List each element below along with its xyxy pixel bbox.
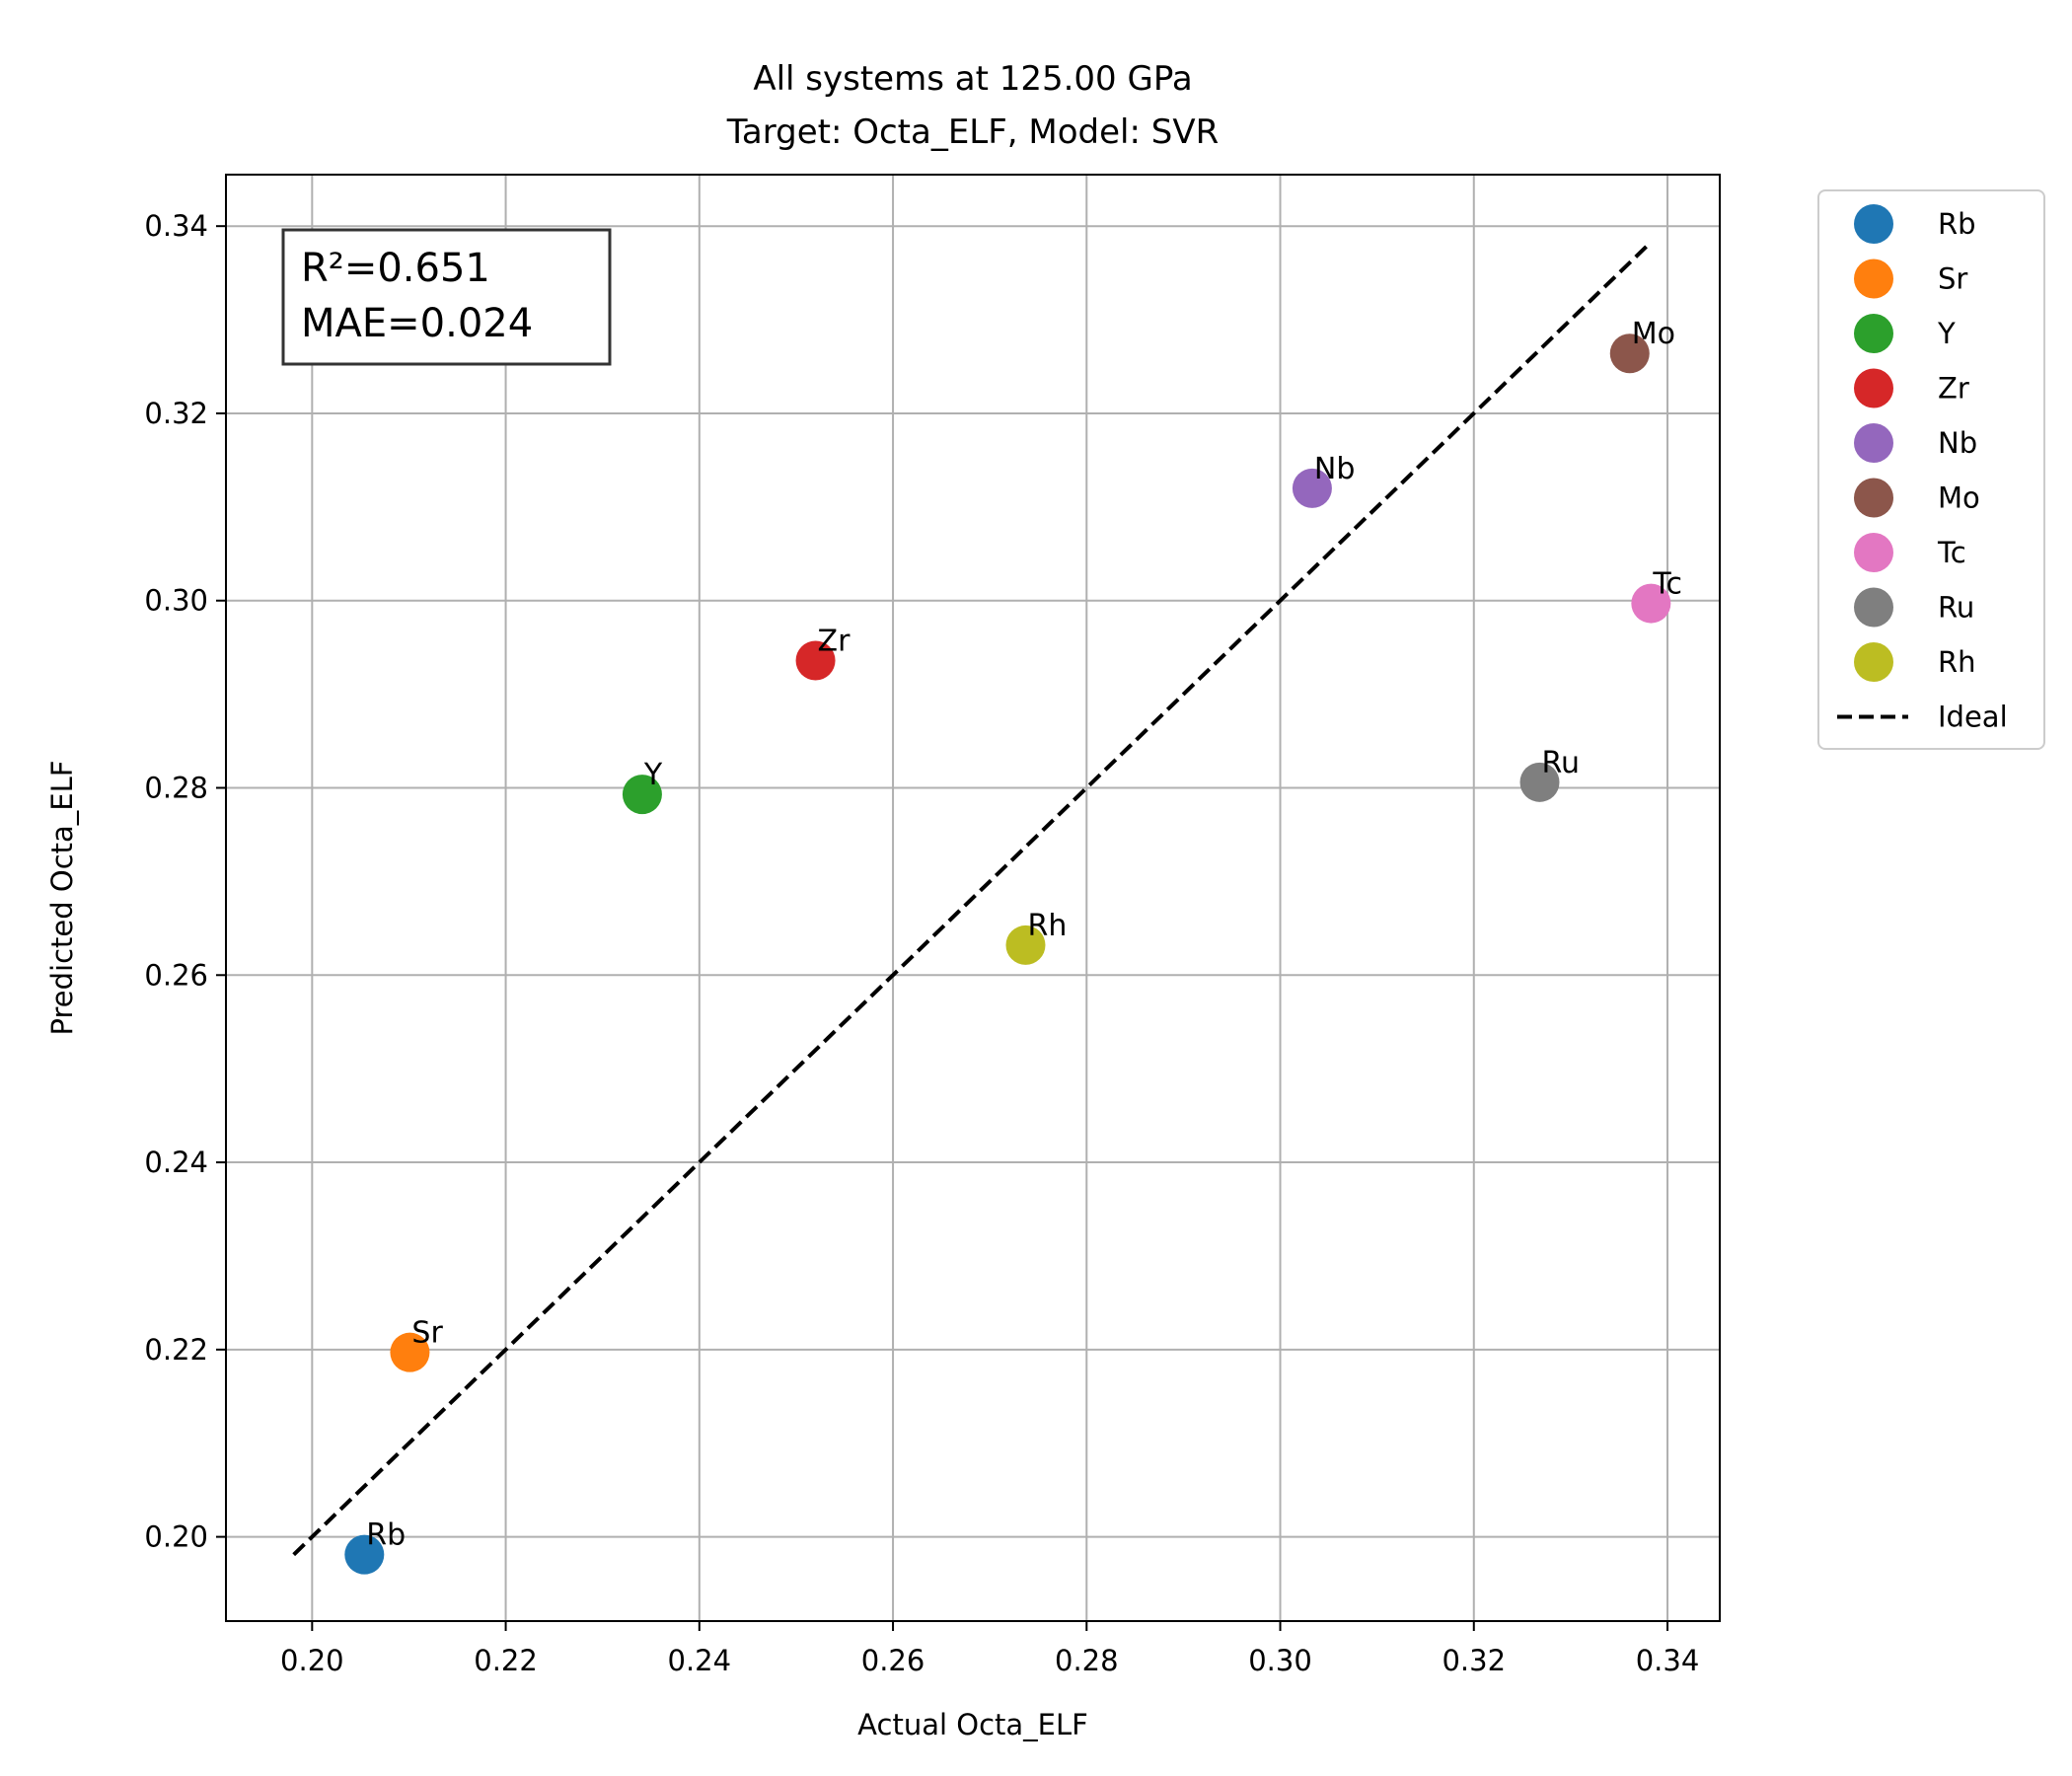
data-point-sr (390, 1332, 430, 1372)
grid-lines (226, 175, 1720, 1621)
y-tick-label: 0.30 (144, 584, 208, 618)
data-point-nb (1292, 468, 1332, 508)
plot-frame (225, 174, 1721, 1622)
chart-title: All systems at 125.00 GPa (753, 59, 1192, 99)
legend-marker-ru (1854, 587, 1893, 628)
y-tick-label: 0.34 (144, 209, 208, 243)
data-point-rh (1005, 925, 1046, 965)
data-point-mo (1609, 333, 1650, 374)
legend-marker-mo (1854, 478, 1893, 518)
legend-items: Rb Sr Y Zr Nb Mo Tc Ru Rh Ideal (1837, 204, 2008, 734)
x-tick-label: 0.20 (280, 1644, 344, 1677)
point-label-nb: Nb (1314, 452, 1355, 486)
legend: Rb Sr Y Zr Nb Mo Tc Ru Rh Ideal (1817, 189, 2045, 750)
point-label-zr: Zr (818, 624, 851, 658)
legend-marker-rh (1854, 642, 1893, 682)
legend-frame (1817, 189, 2045, 750)
legend-marker-y (1854, 314, 1893, 353)
y-tick-label: 0.28 (144, 772, 208, 805)
legend-label-zr: Zr (1938, 372, 1969, 406)
y-axis-label: Predicted Octa_ELF (45, 761, 79, 1036)
point-label-mo: Mo (1632, 317, 1675, 351)
r2-text: R²=0.651 (301, 246, 490, 291)
stats-box: R²=0.651 MAE=0.024 (281, 228, 612, 366)
x-tick-label: 0.32 (1442, 1644, 1506, 1677)
x-tick-label: 0.24 (668, 1644, 732, 1677)
mae-text: MAE=0.024 (301, 301, 533, 346)
data-point-zr (795, 640, 836, 681)
legend-marker-tc (1854, 533, 1893, 572)
legend-label-nb: Nb (1938, 426, 1977, 460)
y-tick-label: 0.24 (144, 1146, 208, 1179)
legend-marker-sr (1854, 259, 1893, 299)
chart-subtitle: Target: Octa_ELF, Model: SVR (726, 112, 1219, 152)
y-tick-label: 0.22 (144, 1333, 208, 1367)
legend-marker-zr (1854, 368, 1893, 408)
x-tick-label: 0.26 (861, 1644, 925, 1677)
x-tick-label: 0.34 (1636, 1644, 1700, 1677)
data-points (344, 333, 1671, 1575)
point-label-y: Y (643, 758, 663, 792)
legend-label-ru: Ru (1938, 591, 1974, 625)
legend-marker-nb (1854, 423, 1893, 463)
ideal-line (292, 240, 1653, 1557)
x-axis-label: Actual Octa_ELF (857, 1708, 1088, 1741)
y-tick-label: 0.26 (144, 958, 208, 992)
x-tick-label: 0.22 (474, 1644, 538, 1677)
legend-label-rb: Rb (1938, 207, 1976, 241)
data-point-tc (1631, 583, 1671, 624)
point-label-rh: Rh (1027, 909, 1067, 943)
y-tick-label: 0.20 (144, 1520, 208, 1554)
point-labels: Rb Sr Y Zr Nb Mo Tc Ru Rh (366, 317, 1682, 1552)
legend-marker-rb (1854, 204, 1893, 244)
x-tick-label: 0.28 (1055, 1644, 1119, 1677)
point-label-sr: Sr (411, 1316, 443, 1351)
data-point-rb (344, 1534, 385, 1575)
point-label-rb: Rb (366, 1518, 406, 1553)
legend-label-tc: Tc (1937, 536, 1966, 569)
data-point-y (622, 775, 662, 815)
data-point-ru (1519, 762, 1560, 802)
point-label-tc: Tc (1652, 567, 1682, 602)
legend-label-sr: Sr (1938, 262, 1967, 296)
y-axis-ticks: 0.20 0.22 0.24 0.26 0.28 0.30 0.32 0.34 (144, 209, 226, 1554)
ideal-line-group (292, 240, 1653, 1557)
point-label-ru: Ru (1541, 746, 1580, 780)
legend-label-ideal: Ideal (1938, 701, 2008, 734)
legend-label-mo: Mo (1938, 481, 1980, 515)
x-axis-ticks: 0.20 0.22 0.24 0.26 0.28 0.30 0.32 0.34 (280, 1621, 1699, 1677)
y-tick-label: 0.32 (144, 397, 208, 430)
stats-box-frame (281, 228, 612, 366)
legend-label-rh: Rh (1938, 645, 1976, 679)
x-tick-label: 0.30 (1248, 1644, 1312, 1677)
legend-label-y: Y (1937, 317, 1956, 350)
